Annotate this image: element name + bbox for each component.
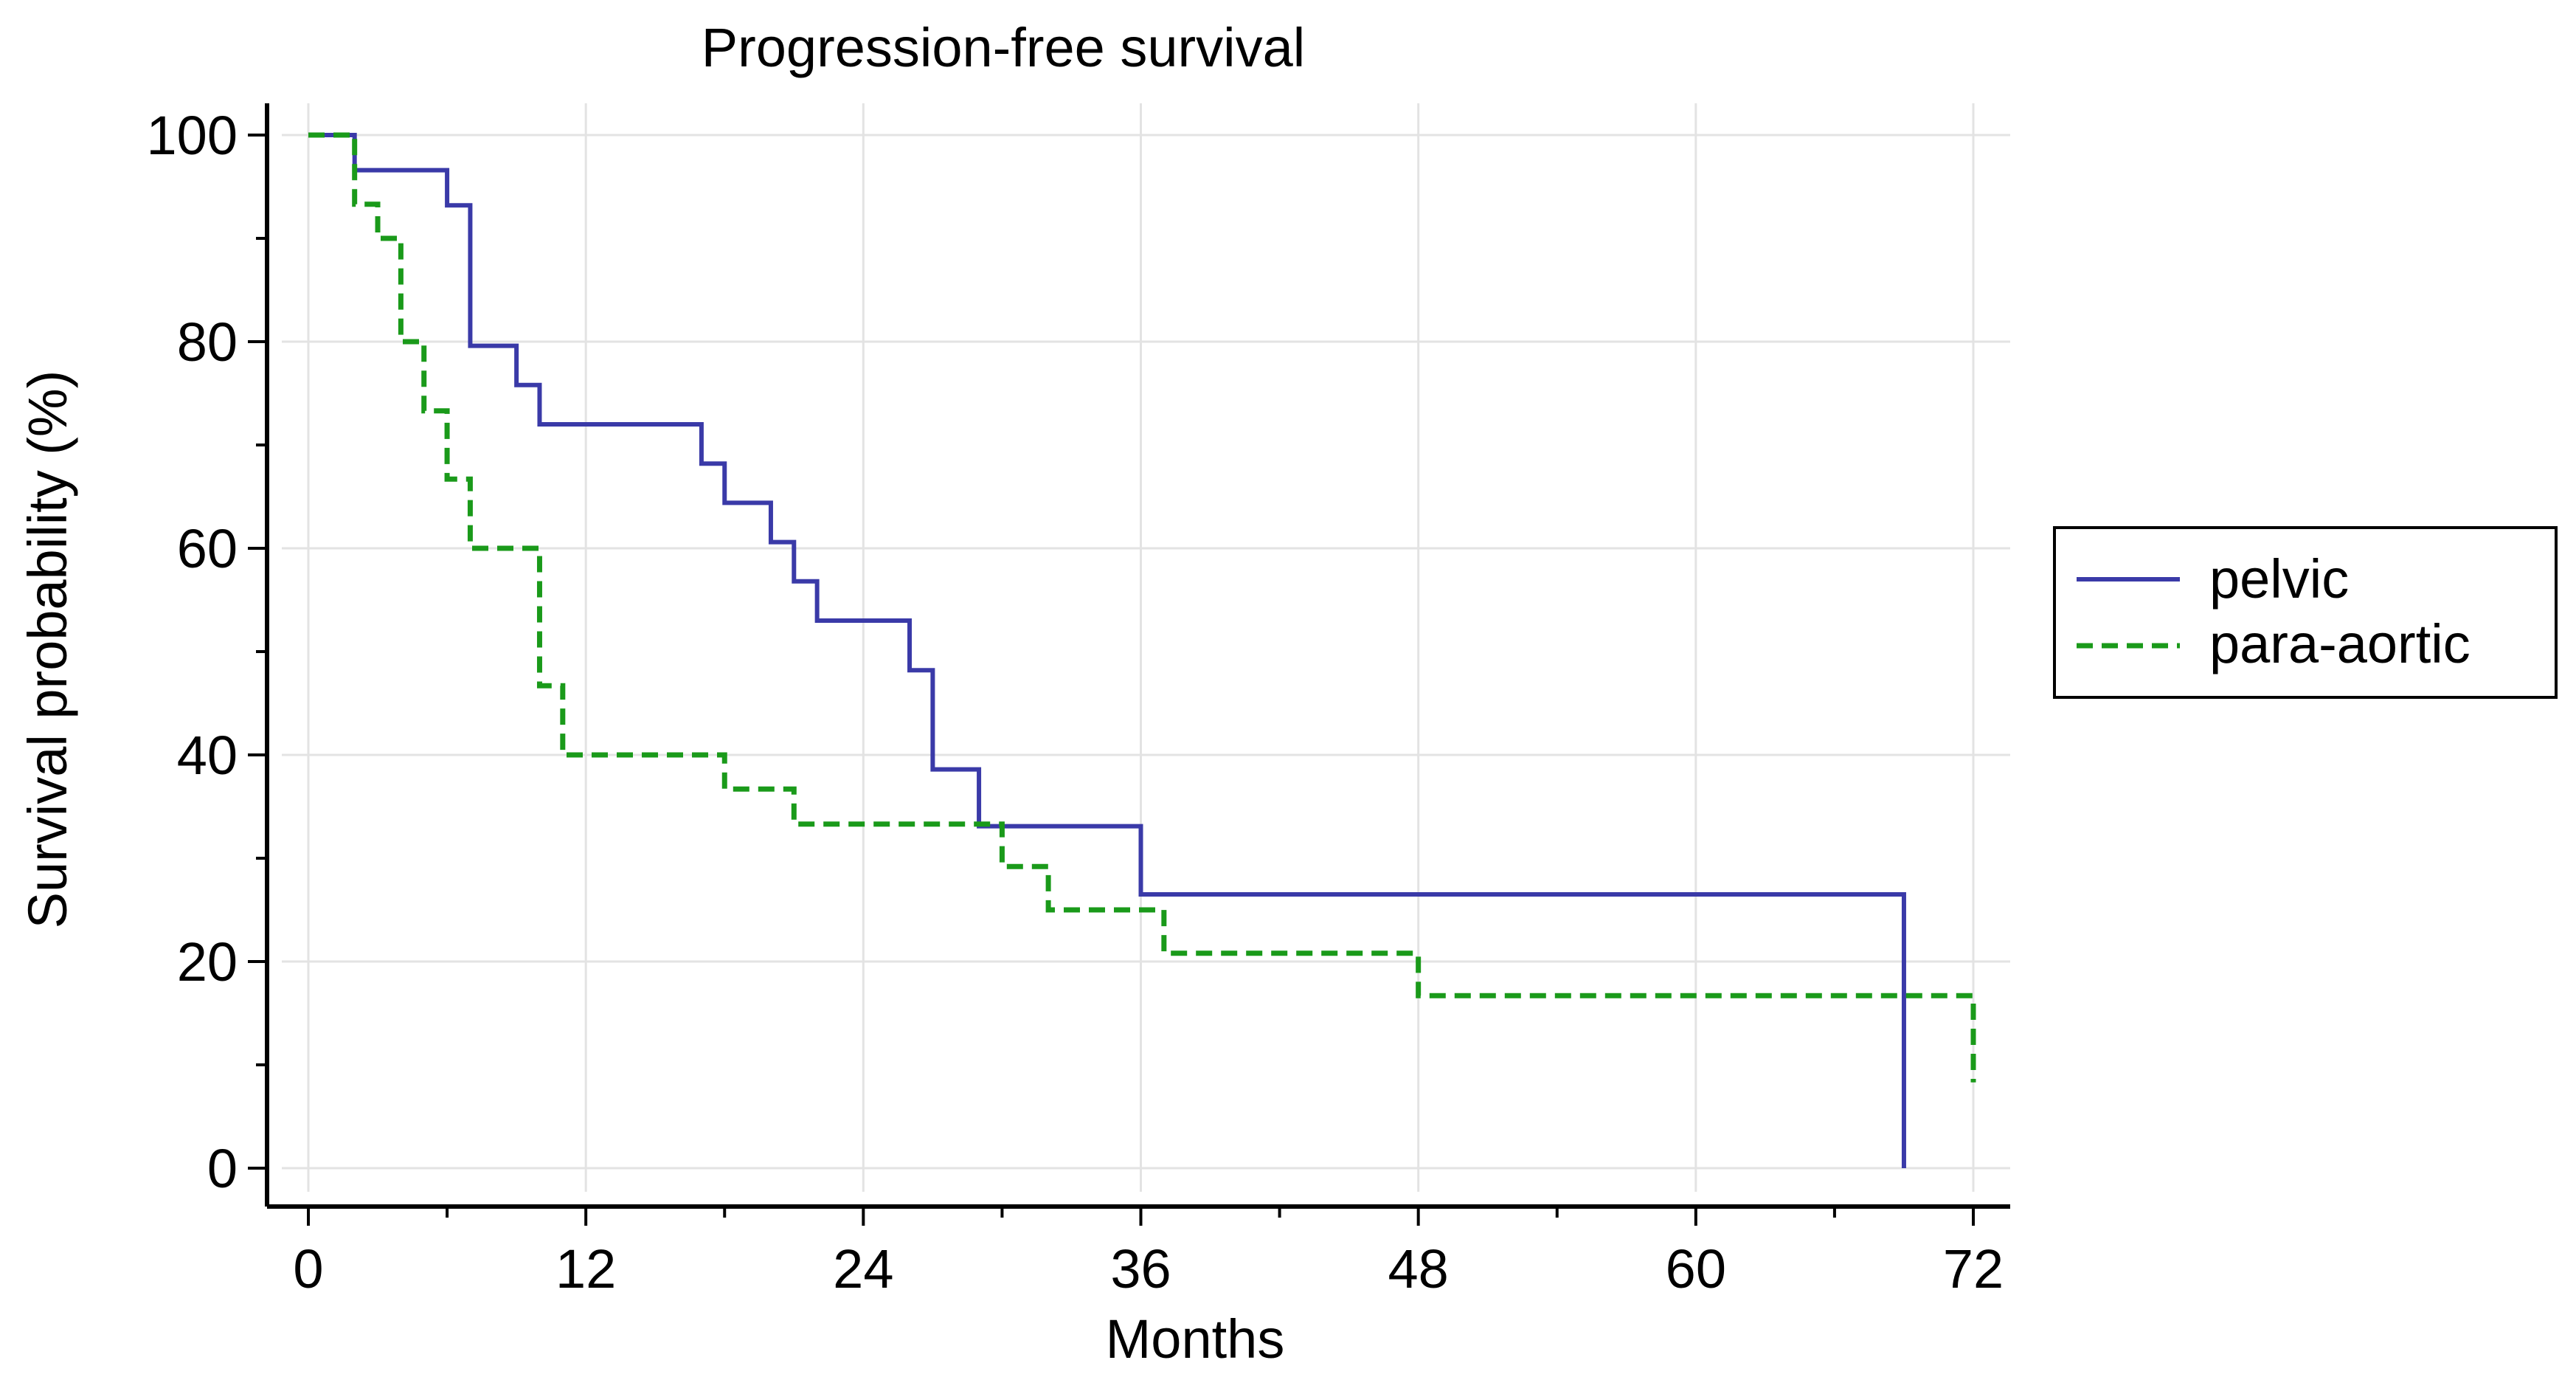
x-tick-label-5: 60	[1666, 1238, 1726, 1300]
y-tick-label-0: 0	[207, 1138, 238, 1199]
x-tick-label-2: 24	[833, 1238, 893, 1300]
grid-lines	[282, 103, 2010, 1192]
chart-title: Progression-free survival	[702, 17, 1305, 78]
x-tick-label-1: 12	[555, 1238, 616, 1300]
series-line-pelvic	[308, 133, 1906, 1168]
y-tick-label-3: 60	[177, 518, 238, 579]
y-tick-label-4: 80	[177, 311, 238, 373]
legend-label-para-aortic: para-aortic	[2209, 613, 2471, 674]
series-layer	[308, 132, 1976, 1168]
x-tick-label-6: 72	[1943, 1238, 2004, 1300]
y-tick-label-2: 40	[177, 725, 238, 786]
x-tick-label-0: 0	[293, 1238, 323, 1300]
axes	[265, 103, 2010, 1209]
x-tick-label-4: 48	[1388, 1238, 1449, 1300]
y-tick-label-5: 100	[147, 105, 238, 166]
legend-label-pelvic: pelvic	[2209, 548, 2349, 610]
y-tick-label-1: 20	[177, 931, 238, 993]
tick-layer: 0 12 24 36 48 60 72 0 20 40 60 80 100	[147, 105, 2004, 1300]
x-tick-label-3: 36	[1110, 1238, 1171, 1300]
legend: pelvic para-aortic	[2053, 526, 2558, 699]
series-line-para-aortic	[308, 132, 1976, 1083]
x-axis-label: Months	[1106, 1308, 1285, 1370]
y-axis-label: Survival probability (%)	[17, 370, 78, 929]
legend-box	[2053, 526, 2558, 699]
